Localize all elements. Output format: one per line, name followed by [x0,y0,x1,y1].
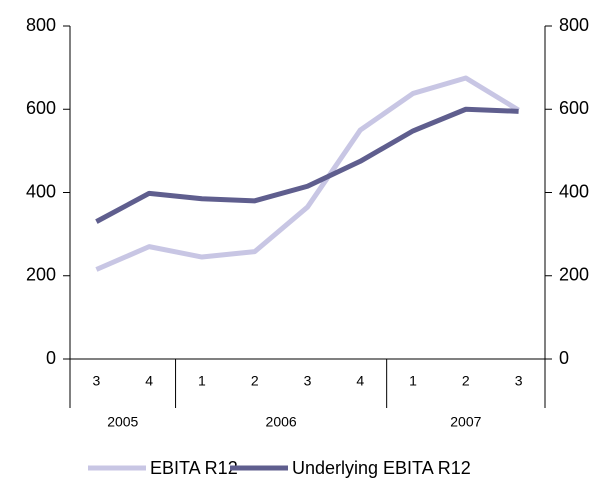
year-label: 2006 [266,414,297,430]
series-line [95,106,519,224]
x-tick-label: 2 [462,373,470,389]
x-tick-label: 1 [198,373,206,389]
y-tick-label: 400 [26,181,56,201]
y2-tick-label: 400 [559,181,589,201]
y-tick-label: 600 [26,98,56,118]
x-tick-label: 3 [515,373,523,389]
y-tick-label: 200 [26,265,56,285]
year-label: 2007 [450,414,481,430]
y2-tick-label: 600 [559,98,589,118]
x-tick-label: 4 [356,373,364,389]
y-tick-label: 0 [46,348,56,368]
x-tick-label: 2 [251,373,259,389]
legend-label: EBITA R12 [150,458,238,478]
x-tick-label: 1 [409,373,417,389]
year-label: 2005 [107,414,138,430]
y2-tick-label: 200 [559,265,589,285]
x-tick-label: 3 [304,373,312,389]
x-tick-label: 4 [145,373,153,389]
y2-tick-label: 800 [559,15,589,35]
y2-tick-label: 0 [559,348,569,368]
legend-label: Underlying EBITA R12 [292,458,471,478]
x-tick-label: 3 [92,373,100,389]
y-tick-label: 800 [26,15,56,35]
series-line [95,75,520,272]
